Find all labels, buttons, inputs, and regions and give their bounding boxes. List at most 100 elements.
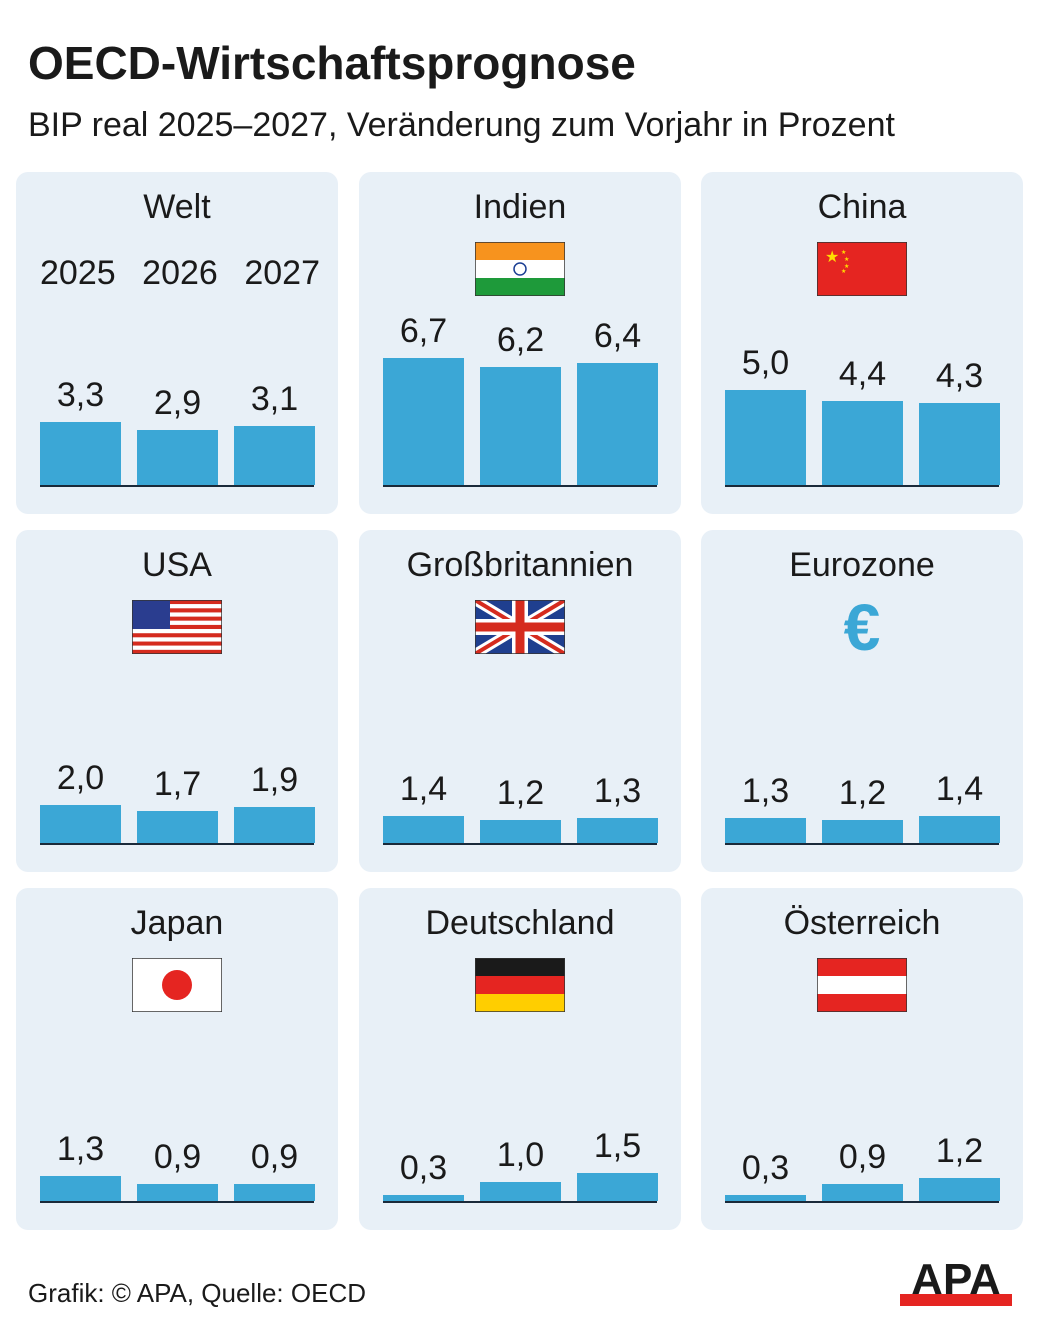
chart-title: OECD-Wirtschaftsprognose: [28, 37, 636, 89]
bar-2027: [919, 1178, 1000, 1201]
panel-title: Österreich: [783, 904, 941, 942]
bar-2027: [577, 818, 658, 843]
panel-großbritannien: Großbritannien 1,4 1,2 1,3: [359, 530, 681, 872]
baseline: [40, 485, 314, 487]
year-labels: 2025 2026 2027: [40, 254, 320, 293]
panel-usa: USA 2,0 1,7 1,9: [16, 530, 338, 872]
chart-subtitle: BIP real 2025–2027, Veränderung zum Vorj…: [28, 106, 895, 144]
year-label: 2025: [40, 254, 116, 292]
value-label: 4,3: [935, 357, 984, 396]
bar-2025: [383, 816, 464, 843]
value-label: 1,3: [593, 772, 642, 811]
value-label: 1,4: [935, 770, 984, 809]
panel-welt: Welt 2025 2026 2027 3,3 2,9 3,1: [16, 172, 338, 514]
value-label: 6,2: [496, 321, 545, 360]
panel-indien: Indien 6,7 6,2 6,4: [359, 172, 681, 514]
svg-text:★: ★: [841, 249, 846, 256]
bar-2027: [919, 403, 1000, 485]
bar-2026: [822, 820, 903, 843]
panel-title: China: [817, 188, 907, 226]
austria-flag-icon: [817, 958, 907, 1012]
svg-text:€: €: [844, 600, 881, 654]
bar-2025: [383, 357, 464, 485]
panel-title: Großbritannien: [406, 546, 634, 584]
baseline: [383, 485, 657, 487]
bar-2025: [725, 818, 806, 843]
value-label: 0,9: [250, 1137, 299, 1176]
panel-title: USA: [142, 546, 212, 584]
svg-text:★: ★: [844, 263, 849, 270]
value-label: 1,7: [153, 764, 202, 803]
bar-2026: [137, 429, 218, 485]
baseline: [725, 843, 999, 845]
value-label: 1,3: [741, 772, 790, 811]
value-label: 1,2: [496, 774, 545, 813]
bar-2027: [577, 363, 658, 485]
apa-logo: APA: [900, 1258, 1012, 1306]
bar-2027: [919, 816, 1000, 843]
bar-2027: [234, 426, 315, 485]
source-note: Grafik: © APA, Quelle: OECD: [28, 1278, 366, 1308]
svg-text:★: ★: [841, 268, 846, 275]
panel-title: Welt: [143, 188, 211, 226]
bar-2027: [577, 1172, 658, 1201]
svg-text:★: ★: [844, 256, 849, 263]
panel-title: Japan: [130, 904, 224, 942]
baseline: [40, 1201, 314, 1203]
value-label: 0,3: [741, 1149, 790, 1188]
bar-2026: [480, 820, 561, 843]
bar-2026: [137, 1183, 218, 1201]
panel-österreich: Österreich 0,3 0,9 1,2: [701, 888, 1023, 1230]
value-label: 4,4: [838, 355, 887, 394]
value-label: 2,9: [153, 383, 202, 422]
germany-flag-icon: [475, 958, 565, 1012]
year-label: 2027: [244, 254, 320, 292]
bar-2026: [137, 810, 218, 843]
euro-icon: €: [844, 600, 881, 654]
bar-2025: [725, 390, 806, 485]
value-label: 1,2: [838, 774, 887, 813]
value-label: 1,0: [496, 1136, 545, 1174]
bar-2026: [822, 1183, 903, 1201]
year-label: 2026: [142, 254, 218, 292]
bar-2025: [40, 422, 121, 485]
baseline: [725, 485, 999, 487]
panel-japan: Japan 1,3 0,9 0,9: [16, 888, 338, 1230]
bar-2025: [40, 805, 121, 843]
svg-text:★: ★: [825, 249, 839, 266]
baseline: [383, 1201, 657, 1203]
panel-title: Deutschland: [425, 904, 615, 942]
value-label: 6,7: [399, 311, 448, 350]
bar-2026: [480, 1182, 561, 1201]
india-flag-icon: [475, 242, 565, 296]
baseline: [383, 843, 657, 845]
value-label: 1,3: [56, 1130, 105, 1169]
panel-eurozone: Eurozone €1,3 1,2 1,4: [701, 530, 1023, 872]
panel-china: China ★ ★ ★ ★ ★ 5,0 4,4 4,3: [701, 172, 1023, 514]
bar-2027: [234, 806, 315, 843]
usa-flag-icon: [132, 600, 222, 654]
value-label: 1,5: [593, 1126, 642, 1165]
value-label: 3,1: [250, 380, 299, 419]
value-label: 1,9: [250, 760, 299, 799]
baseline: [725, 1201, 999, 1203]
bar-2025: [725, 1195, 806, 1201]
value-label: 1,4: [399, 770, 448, 809]
bar-2026: [822, 401, 903, 485]
value-label: 3,3: [56, 376, 105, 415]
bar-2025: [40, 1176, 121, 1201]
panel-title: Indien: [473, 188, 567, 226]
panel-title: Eurozone: [789, 546, 935, 584]
value-label: 0,3: [399, 1149, 448, 1188]
panel-deutschland: Deutschland 0,3 1,0 1,5: [359, 888, 681, 1230]
bar-2026: [480, 367, 561, 485]
bar-2027: [234, 1183, 315, 1201]
uk-flag-icon: [475, 600, 565, 654]
baseline: [40, 843, 314, 845]
value-label: 0,9: [838, 1137, 887, 1176]
value-label: 6,4: [593, 317, 642, 356]
value-label: 1,2: [935, 1132, 984, 1171]
value-label: 0,9: [153, 1137, 202, 1176]
china-flag-icon: ★ ★★★★: [817, 242, 907, 296]
japan-flag-icon: [132, 958, 222, 1012]
